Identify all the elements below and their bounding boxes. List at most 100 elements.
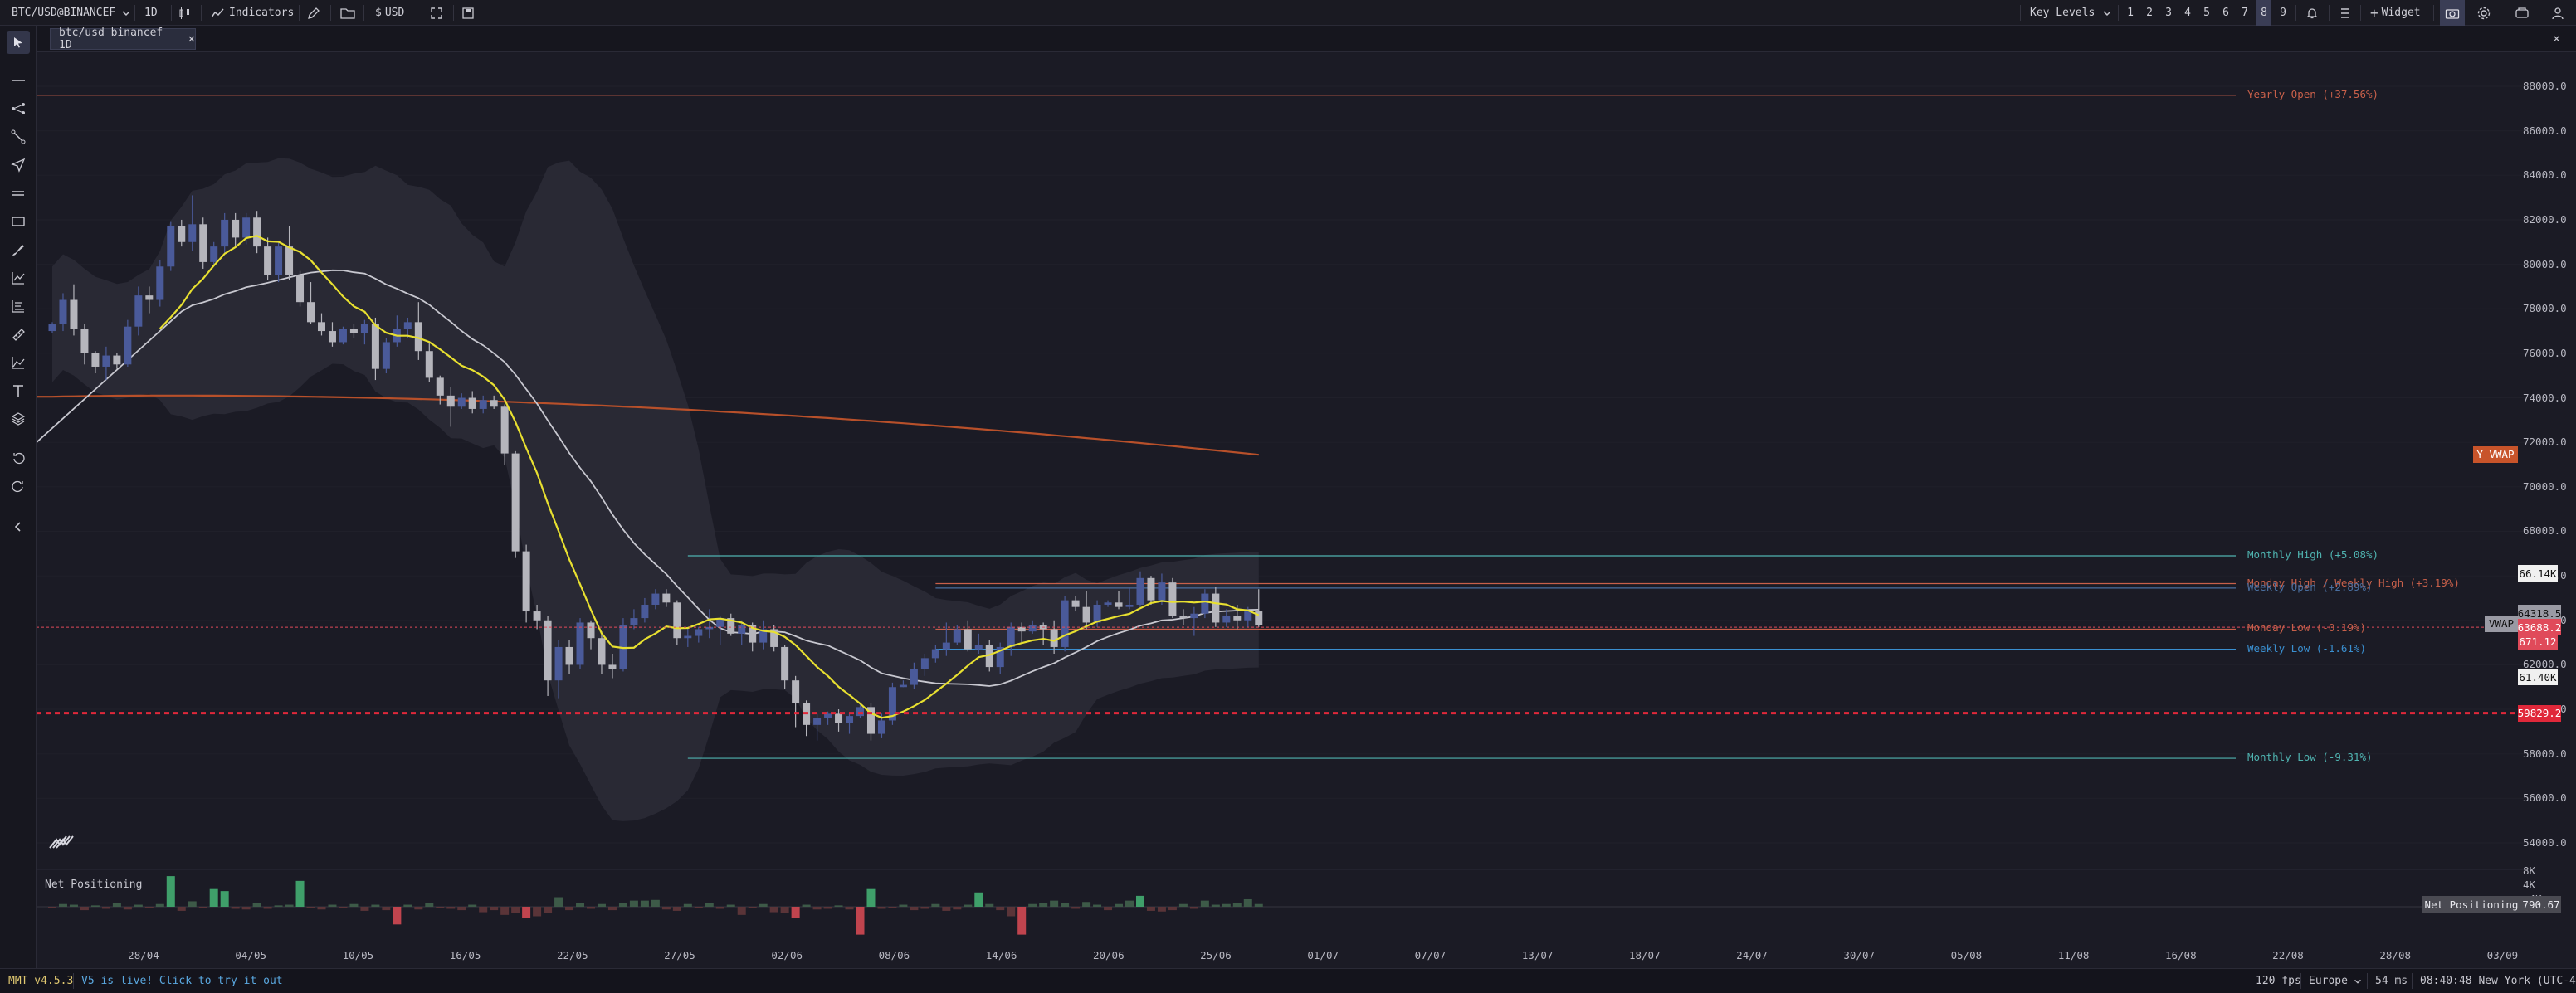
time-tick-label: 08/06 xyxy=(878,949,910,961)
net-positioning-bar xyxy=(1200,900,1209,907)
candle-body xyxy=(178,226,186,242)
symbol-label: BTC/USD@BINANCEF xyxy=(12,7,116,19)
net-positioning-bar xyxy=(274,905,283,907)
price-tick-label: 58000.0 xyxy=(2523,747,2567,760)
time-tick-label: 13/07 xyxy=(1521,949,1554,961)
trendline-tool[interactable] xyxy=(7,125,30,148)
net-positioning-tag: Net Positioning xyxy=(2422,896,2521,913)
layout-button-3[interactable]: 3 xyxy=(2165,7,2172,19)
net-positioning-bar xyxy=(1017,907,1027,935)
net-positioning-bar xyxy=(1028,903,1037,907)
ray-tool[interactable] xyxy=(7,153,30,177)
net-positioning-bar xyxy=(1254,903,1263,907)
layout-button-4[interactable]: 4 xyxy=(2184,7,2191,19)
add-widget-button[interactable]: + Widget xyxy=(2370,0,2421,26)
candle-body xyxy=(134,295,143,327)
net-positioning-bar xyxy=(1243,898,1252,907)
region-selector[interactable]: Europe xyxy=(2309,969,2363,993)
currency-button[interactable]: $ USD xyxy=(375,0,404,26)
candle-body xyxy=(91,353,100,367)
candle-body xyxy=(727,618,735,634)
candle-body xyxy=(1093,604,1101,623)
clock-label[interactable]: 08:40:48 New York (UTC-4) xyxy=(2420,975,2576,987)
forecast-tool[interactable] xyxy=(7,351,30,374)
status-bar: MMT v4.5.3 V5 is live! Click to try it o… xyxy=(0,968,2576,993)
candle-body xyxy=(479,400,487,409)
net-positioning-bar xyxy=(446,907,456,909)
time-tick-label: 22/05 xyxy=(556,949,588,961)
collapse-toolbar-button[interactable] xyxy=(7,515,30,538)
layout-button-8[interactable]: 8 xyxy=(2256,0,2271,26)
net-positioning-bar xyxy=(220,891,229,907)
net-positioning-bar xyxy=(587,907,595,909)
net-positioning-bar xyxy=(134,904,143,907)
net-positioning-bar xyxy=(177,907,186,911)
candle-body xyxy=(910,669,918,685)
alerts-button[interactable] xyxy=(2305,0,2319,26)
layers-button[interactable] xyxy=(2515,0,2530,26)
net-positioning-bar xyxy=(479,907,488,913)
layout-button-9[interactable]: 9 xyxy=(2280,7,2286,19)
measure-tool[interactable] xyxy=(7,323,30,346)
candle-body xyxy=(1201,593,1209,614)
indicators-button[interactable]: Indicators xyxy=(211,0,294,26)
net-positioning-bar xyxy=(554,897,564,907)
folder-button[interactable] xyxy=(340,0,355,26)
chart-tab[interactable]: btc/usd binancef 1D ✕ xyxy=(50,27,196,51)
fullscreen-button[interactable] xyxy=(430,0,443,26)
candle-body xyxy=(942,642,950,650)
close-panel-icon[interactable]: ✕ xyxy=(2553,31,2561,46)
net-positioning-bar xyxy=(802,904,811,907)
bell-icon xyxy=(2306,7,2318,18)
candle-body xyxy=(307,302,315,323)
currency-label: USD xyxy=(384,7,405,19)
net-positioning-bar xyxy=(123,907,132,910)
v5-announcement-link[interactable]: V5 is live! Click to try it out xyxy=(81,975,283,987)
screenshot-button[interactable] xyxy=(2440,0,2465,26)
key-level-label: Monday High / Weekly High (+3.19%) xyxy=(2247,576,2460,589)
text-tool[interactable] xyxy=(7,379,30,402)
redo-icon xyxy=(12,480,23,493)
symbol-selector[interactable]: BTC/USD@BINANCEF xyxy=(12,0,132,26)
net-positioning-bar xyxy=(285,904,294,907)
rectangle-tool[interactable] xyxy=(7,210,30,233)
list-button[interactable] xyxy=(2337,0,2350,26)
fib-tool[interactable] xyxy=(7,294,30,318)
net-positioning-bar xyxy=(651,899,660,907)
net-positioning-value: 790.67 xyxy=(2521,896,2561,913)
horizontal-line-tool[interactable] xyxy=(7,69,30,92)
yearly-vwap-line xyxy=(37,394,1259,456)
parallel-lines-tool[interactable] xyxy=(7,182,30,205)
settings-button[interactable] xyxy=(2476,0,2491,26)
layout-button-1[interactable]: 1 xyxy=(2127,7,2134,19)
key-level-label: Monthly High (+5.08%) xyxy=(2247,548,2379,561)
layout-button-2[interactable]: 2 xyxy=(2146,7,2153,19)
drawing-button[interactable] xyxy=(307,0,320,26)
candle-body xyxy=(1222,616,1231,623)
price-chart[interactable] xyxy=(37,52,2576,968)
chart-tab-label: btc/usd binancef 1D xyxy=(59,27,163,51)
time-tick-label: 28/08 xyxy=(2379,949,2412,961)
key-levels-dropdown[interactable]: Key Levels xyxy=(2030,0,2113,26)
redo-button[interactable] xyxy=(7,475,30,499)
chart-pattern-tool[interactable] xyxy=(7,266,30,290)
candle-body xyxy=(1115,602,1123,607)
close-icon[interactable]: ✕ xyxy=(188,32,195,46)
layout-button-5[interactable]: 5 xyxy=(2203,7,2210,19)
brush-tool[interactable] xyxy=(7,238,30,261)
layout-button-6[interactable]: 6 xyxy=(2222,7,2229,19)
candle-type-button[interactable] xyxy=(178,0,193,26)
candle-body xyxy=(598,638,606,665)
undo-button[interactable] xyxy=(7,447,30,470)
save-button[interactable] xyxy=(461,0,475,26)
layers-tool[interactable] xyxy=(7,407,30,431)
price-tick-label: 74000.0 xyxy=(2523,391,2567,404)
price-tick-label: 88000.0 xyxy=(2523,80,2567,92)
interval-selector[interactable]: 1D xyxy=(144,0,158,26)
key-level-label: Yearly Open (+37.56%) xyxy=(2247,87,2379,100)
account-button[interactable] xyxy=(2551,0,2564,26)
cursor-tool[interactable] xyxy=(7,31,30,54)
price-tag: 66.14K xyxy=(2518,565,2558,582)
layout-button-7[interactable]: 7 xyxy=(2242,7,2248,19)
nodes-tool[interactable] xyxy=(7,97,30,120)
